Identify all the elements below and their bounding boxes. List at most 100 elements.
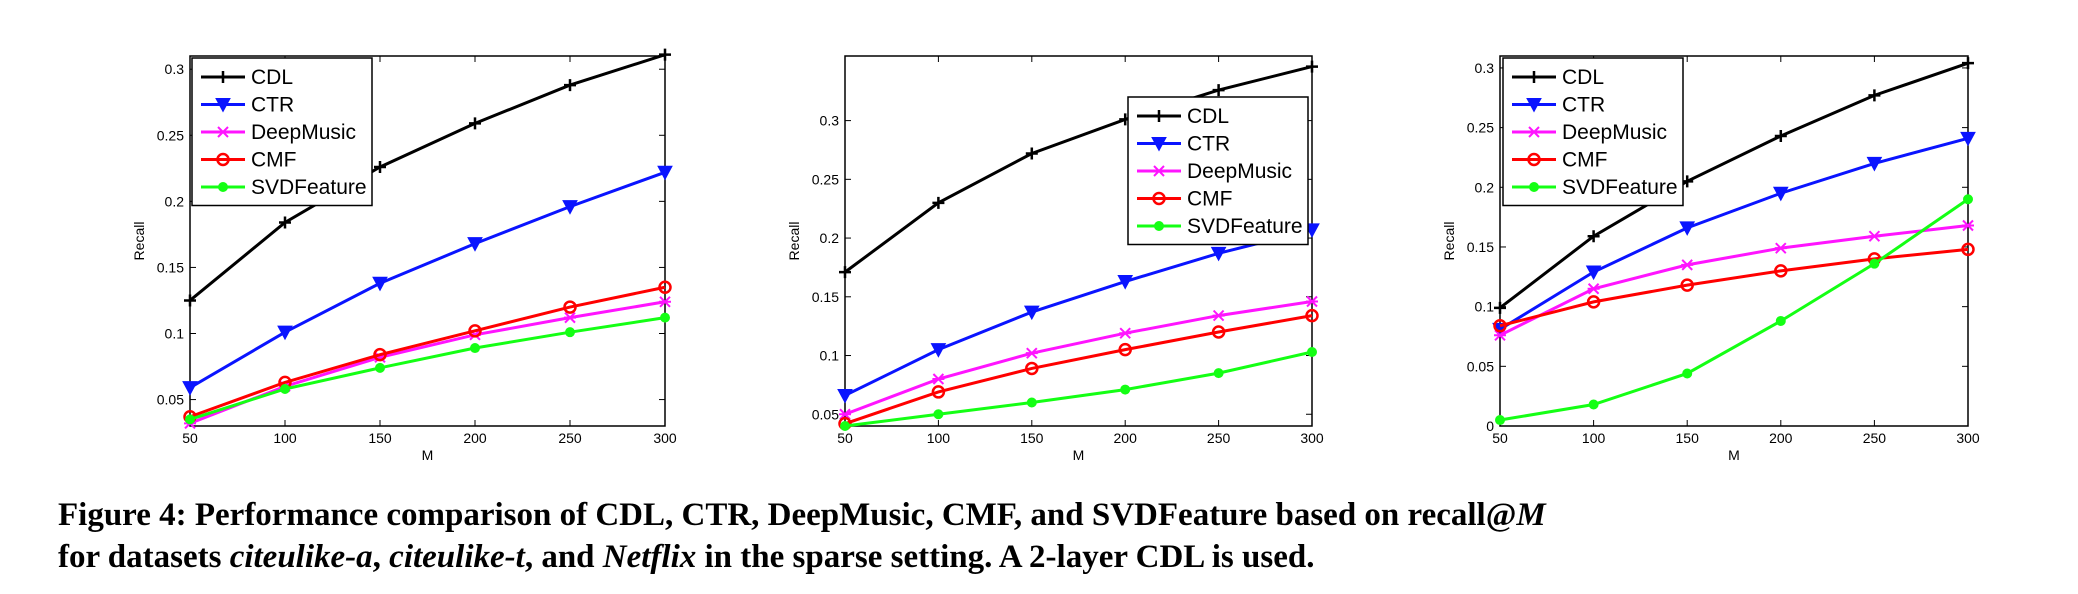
data-point	[1118, 342, 1132, 357]
data-point	[372, 276, 388, 292]
data-point	[280, 384, 290, 394]
data-point	[564, 79, 576, 92]
data-point	[1211, 325, 1226, 339]
series-line	[1499, 61, 1969, 310]
legend-marker	[1528, 71, 1540, 83]
data-point	[470, 343, 480, 354]
caption-part1: Figure 4: Performance comparison of CDL,…	[58, 497, 1517, 533]
data-point	[185, 414, 195, 425]
data-point	[659, 296, 671, 308]
data-point	[1119, 327, 1132, 339]
data-point	[1681, 259, 1694, 271]
chart-1: 50 100 150 200 250 300 0.05 0.1 0.15 0.2 0.25 0.3 M R…	[131, 48, 677, 463]
legend-label: DeepMusic	[1562, 121, 1667, 144]
x-axis-label: M	[422, 447, 434, 463]
legend-marker	[1528, 126, 1540, 138]
data-point	[1962, 57, 1974, 70]
legend-label: CTR	[1187, 133, 1230, 156]
chart-3: 50 100 150 200 250 300 0 0.05 0.1 0.15 0.2 0.25 0.3 M…	[1441, 55, 1980, 463]
y-tick-label: 0.2	[820, 230, 840, 246]
legend-label: CDL	[1187, 105, 1229, 128]
legend-label: CMF	[251, 149, 297, 172]
data-point	[564, 311, 576, 324]
x-tick-label: 100	[1582, 430, 1606, 446]
legend: CDL CTR DeepMusic CMF SVDFeature	[1502, 57, 1684, 207]
x-axis-label: M	[1073, 447, 1085, 463]
data-point	[1774, 264, 1788, 278]
x-tick-label: 200	[1769, 430, 1793, 446]
y-tick-label: 0.3	[820, 113, 840, 129]
series-svdfeature	[1495, 194, 1973, 426]
data-point	[1307, 347, 1317, 357]
data-point	[468, 324, 482, 338]
series-line	[1499, 197, 1969, 422]
legend-marker	[1153, 165, 1165, 177]
x-tick-label: 250	[1863, 430, 1887, 446]
data-point	[839, 408, 851, 420]
data-point	[1587, 230, 1600, 243]
data-point	[1775, 315, 1786, 326]
y-tick-label: 0.05	[812, 406, 839, 422]
series-cmf	[838, 308, 1319, 431]
data-point	[1306, 295, 1318, 308]
data-point	[1774, 129, 1787, 142]
data-point	[1961, 242, 1975, 257]
data-point	[1586, 295, 1601, 309]
data-point	[1117, 275, 1134, 290]
data-point	[184, 294, 196, 307]
y-tick-label: 0.05	[157, 392, 184, 408]
series-line	[189, 53, 666, 302]
y-tick-label: 0.15	[1467, 239, 1494, 255]
legend-marker	[1152, 191, 1166, 206]
legend-marker	[216, 152, 230, 167]
figure-caption: Figure 4: Performance comparison of CDL,…	[58, 494, 2058, 578]
legend: CDL CTR DeepMusic CMF SVDFeature	[1127, 96, 1309, 246]
data-point	[1025, 347, 1038, 359]
caption-dataset-1: citeulike-a	[229, 539, 373, 575]
data-point	[1213, 368, 1224, 379]
x-tick-label: 50	[837, 430, 853, 446]
data-point	[562, 200, 578, 215]
legend-label: CMF	[1562, 149, 1608, 172]
series-cdl	[839, 60, 1318, 279]
y-tick-label: 0.15	[812, 289, 839, 305]
data-point	[1306, 60, 1318, 73]
data-point	[279, 216, 291, 229]
legend-label: DeepMusic	[1187, 160, 1292, 183]
y-tick-label: 0.1	[820, 348, 840, 364]
data-point	[1585, 265, 1602, 281]
data-point	[467, 237, 483, 252]
data-point	[1963, 194, 1973, 205]
series-svdfeature	[185, 312, 670, 425]
data-point	[1212, 84, 1225, 97]
data-point	[660, 312, 670, 323]
series-line	[844, 228, 1313, 397]
data-point	[1212, 309, 1225, 322]
x-tick-label: 150	[1020, 430, 1044, 446]
series-cdl	[184, 48, 671, 307]
data-point	[1495, 415, 1505, 426]
series-ctr	[182, 165, 673, 396]
series-line	[189, 170, 666, 389]
series-line	[844, 350, 1313, 428]
x-tick-label: 300	[1956, 430, 1980, 446]
caption-part2: for datasets	[58, 539, 230, 575]
chart-2: 50 100 150 200 250 300 0.05 0.1 0.15 0.2 0.25 0.3 M R…	[786, 55, 1324, 463]
legend-label: DeepMusic	[251, 121, 356, 144]
series-line	[844, 300, 1313, 416]
series-line	[1499, 136, 1969, 331]
x-tick-label: 250	[558, 430, 582, 446]
legend-marker	[217, 71, 229, 83]
data-point	[1772, 186, 1789, 202]
legend-marker	[1527, 152, 1541, 167]
y-axis-label: Recall	[131, 222, 147, 261]
data-point	[182, 381, 198, 396]
series-line	[189, 316, 666, 421]
y-tick-label: 0.2	[1475, 179, 1495, 195]
legend-label: SVDFeature	[251, 176, 367, 199]
legend-marker	[1154, 221, 1164, 231]
x-tick-label: 100	[927, 430, 951, 446]
figure-charts: 50 100 150 200 250 300 0.05 0.1 0.15 0.2 0.25 0.3 M R…	[131, 48, 1980, 463]
legend-marker	[1151, 137, 1167, 152]
data-point	[374, 161, 386, 173]
